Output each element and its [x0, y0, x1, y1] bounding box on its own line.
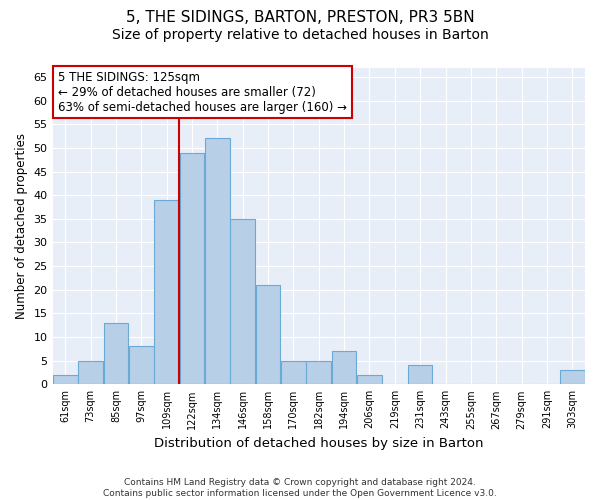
Bar — [205, 138, 230, 384]
X-axis label: Distribution of detached houses by size in Barton: Distribution of detached houses by size … — [154, 437, 484, 450]
Bar — [154, 200, 179, 384]
Bar — [104, 323, 128, 384]
Text: 5 THE SIDINGS: 125sqm
← 29% of detached houses are smaller (72)
63% of semi-deta: 5 THE SIDINGS: 125sqm ← 29% of detached … — [58, 70, 347, 114]
Bar — [78, 360, 103, 384]
Bar — [332, 351, 356, 384]
Bar — [179, 152, 204, 384]
Bar — [256, 285, 280, 384]
Bar — [281, 360, 306, 384]
Text: Size of property relative to detached houses in Barton: Size of property relative to detached ho… — [112, 28, 488, 42]
Bar — [230, 219, 255, 384]
Bar — [53, 375, 77, 384]
Text: Contains HM Land Registry data © Crown copyright and database right 2024.
Contai: Contains HM Land Registry data © Crown c… — [103, 478, 497, 498]
Bar — [307, 360, 331, 384]
Bar — [129, 346, 154, 385]
Y-axis label: Number of detached properties: Number of detached properties — [15, 133, 28, 319]
Bar — [408, 366, 433, 384]
Bar — [357, 375, 382, 384]
Bar — [560, 370, 584, 384]
Text: 5, THE SIDINGS, BARTON, PRESTON, PR3 5BN: 5, THE SIDINGS, BARTON, PRESTON, PR3 5BN — [125, 10, 475, 25]
